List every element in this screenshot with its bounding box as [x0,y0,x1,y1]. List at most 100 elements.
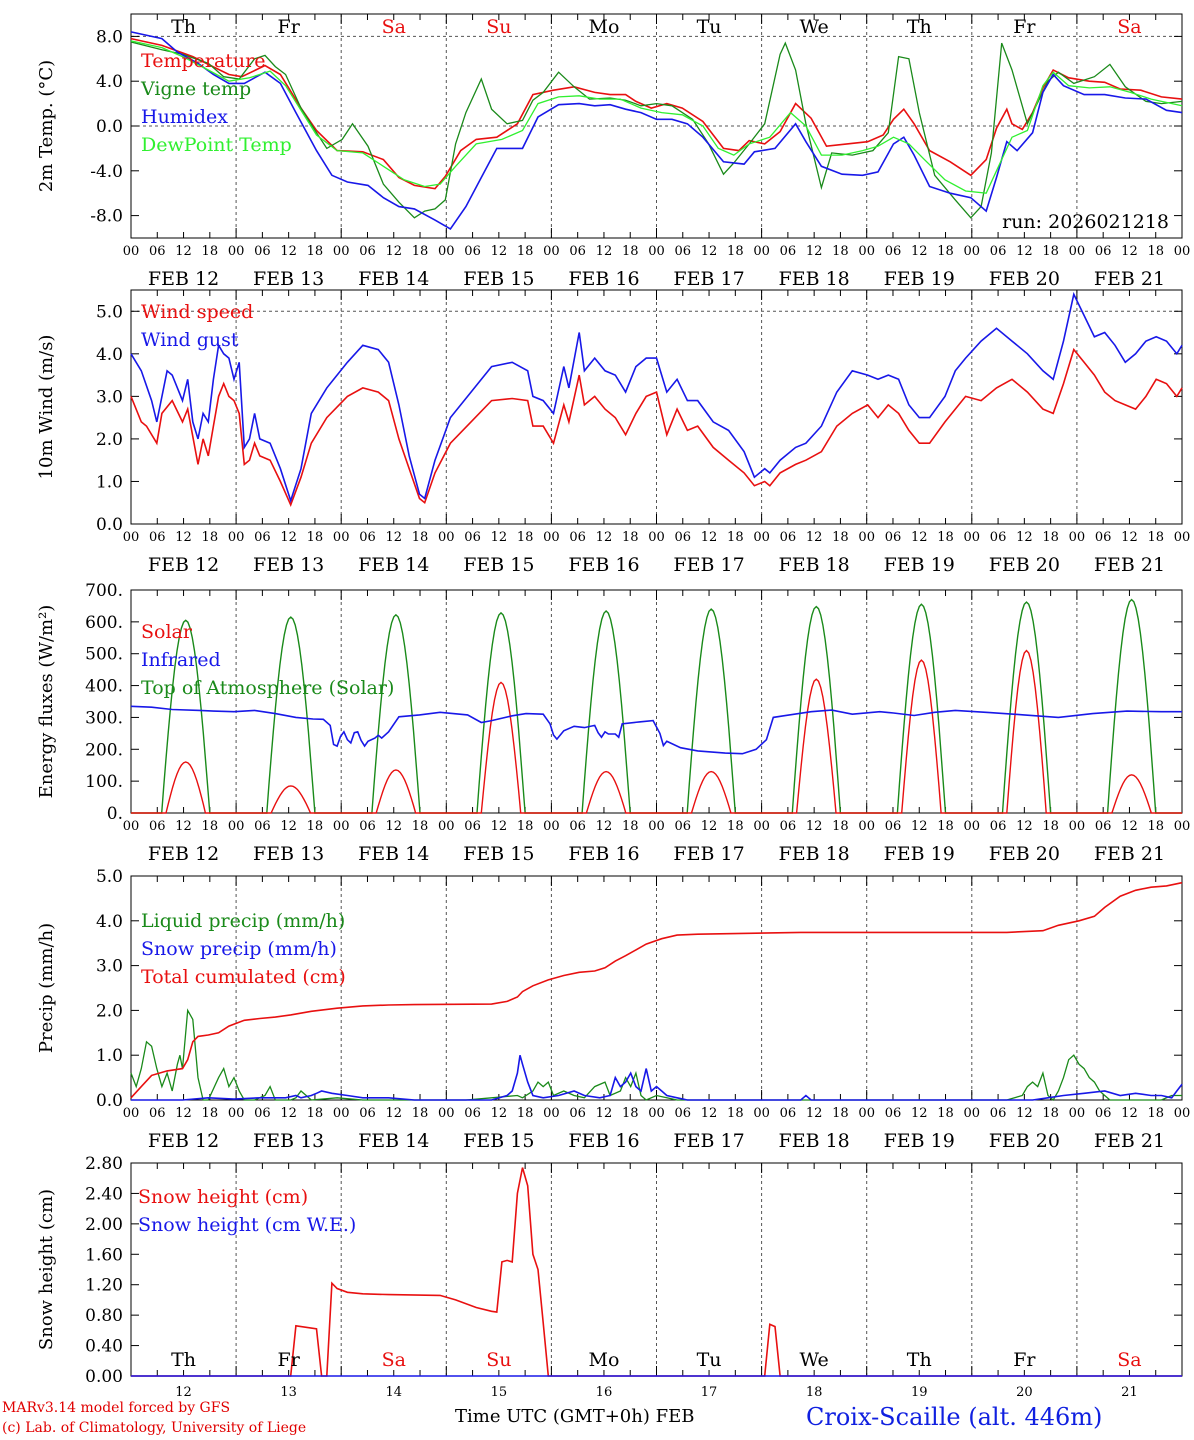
x-tick-label: 00 [1174,1106,1191,1121]
y-axis-label: Snow height (cm) [36,1189,57,1350]
series-line-wind-gust [130,291,1183,504]
date-label: FEB 13 [253,843,324,865]
day-name: Tu [697,1349,722,1371]
series-line-solar [131,761,237,814]
x-tick-label: 12 [596,819,613,834]
date-label: FEB 21 [1094,554,1165,576]
day-name: Fr [1013,16,1036,38]
legend-entry: Infrared [141,649,221,671]
y-tick-label: 2.80 [85,1154,123,1174]
x-tick-label: 18 [202,530,219,545]
series-line-solar [866,659,972,814]
run-label: run: 2026021218 [1002,211,1169,233]
x-tick-label: 18 [937,819,954,834]
x-tick-label: 00 [1069,819,1086,834]
x-tick-label: 06 [359,819,376,834]
x-tick-label: 06 [675,244,692,259]
date-label: FEB 21 [1094,843,1165,865]
panel-4: 5.0 4.0 3.0 2.0 1.0 0.0 Precip (mm/h) 00 06 12 18 F… [36,867,1190,1152]
date-label: FEB 17 [673,1130,744,1152]
date-label: FEB 14 [358,554,429,576]
y-tick-label: 400. [85,677,123,697]
y-axis-label: Energy fluxes (W/m²) [36,605,57,799]
x-tick-label: 06 [149,244,166,259]
x-tick-label: 00 [438,530,455,545]
x-tick-label: 18 [517,530,534,545]
series-line-vigne-temp [130,41,1183,219]
series-line-total-cumulated-cm- [130,881,1183,1099]
x-tick-label: 18 [202,244,219,259]
series-line-top-of-atmosphere-solar- [656,608,762,814]
lab-credit: (c) Lab. of Climatology, University of L… [2,1420,307,1436]
y-axis-label: 2m Temp. (°C) [36,60,57,192]
y-tick-label: 2.00 [85,1215,123,1235]
date-label: FEB 19 [884,554,955,576]
date-label: FEB 20 [989,843,1060,865]
x-tick-label: 18 [727,244,744,259]
x-tick-label: 06 [1095,244,1112,259]
series-line-top-of-atmosphere-solar- [446,611,552,814]
legend-entry: Humidex [141,106,228,128]
series-line-solar [1076,774,1182,814]
x-tick-label: 06 [254,1106,271,1121]
y-tick-label: 1.0 [96,472,123,492]
legend-entry: DewPoint Temp [141,134,292,156]
y-tick-label: 4.0 [96,912,123,932]
day-name: We [800,16,829,38]
panel-5: 2.80 2.40 2.00 1.60 1.20 0.80 0.40 0.00 Snow hei… [36,1154,1183,1400]
x-tick-label: 18 [727,819,744,834]
series-line-top-of-atmosphere-solar- [551,610,657,814]
x-tick-label: 18 [937,530,954,545]
x-tick-label: 00 [543,1106,560,1121]
y-tick-label: -4.0 [90,162,123,182]
x-tick-label: 18 [832,819,849,834]
x-tick-label: 12 [1016,1106,1033,1121]
x-tick-label: 06 [885,244,902,259]
day-name: Sa [1117,16,1141,38]
x-tick-label: 00 [228,530,245,545]
x-tick-label: 12 [385,530,402,545]
x-tick-label: 00 [753,530,770,545]
model-credit: MARv3.14 model forced by GFS [2,1400,231,1416]
x-tick-label: 18 [1147,1106,1164,1121]
x-tick-label: 00 [123,1106,140,1121]
x-tick-label: 00 [964,1106,981,1121]
x-tick-label: 00 [333,819,350,834]
y-tick-label: -8.0 [90,207,123,227]
series-line-liquid-precip-mm-h- [130,1008,1182,1102]
x-tick-label: 06 [359,244,376,259]
x-tick-label: 00 [438,1106,455,1121]
y-tick-label: 0.80 [85,1306,123,1326]
series-line-solar [656,770,762,814]
day-number: 18 [806,1385,823,1400]
x-tick-label: 12 [596,1106,613,1121]
x-tick-label: 12 [491,819,508,834]
x-tick-label: 00 [333,530,350,545]
day-name: Fr [278,16,301,38]
x-tick-label: 00 [333,244,350,259]
x-tick-label: 12 [701,819,718,834]
y-tick-label: 2.0 [96,1001,123,1021]
day-number: 12 [175,1385,192,1400]
x-tick-label: 06 [990,819,1007,834]
x-tick-label: 12 [701,244,718,259]
x-tick-label: 12 [596,530,613,545]
x-tick-label: 12 [1121,819,1138,834]
day-name: Su [486,1349,511,1371]
day-name: Mo [588,16,619,38]
x-tick-label: 12 [911,244,928,259]
x-tick-label: 12 [175,1106,192,1121]
series-line-solar [761,678,867,814]
x-tick-label: 18 [832,244,849,259]
x-tick-label: 06 [149,1106,166,1121]
y-tick-label: 8.0 [96,27,123,47]
series-line-solar [341,769,447,814]
x-tick-label: 12 [175,530,192,545]
x-tick-label: 12 [911,530,928,545]
date-label: FEB 14 [358,268,429,290]
y-tick-label: 5.0 [96,867,123,887]
y-tick-label: 1.60 [85,1245,123,1265]
x-tick-label: 00 [858,530,875,545]
x-tick-label: 18 [622,244,639,259]
x-tick-label: 00 [123,530,140,545]
